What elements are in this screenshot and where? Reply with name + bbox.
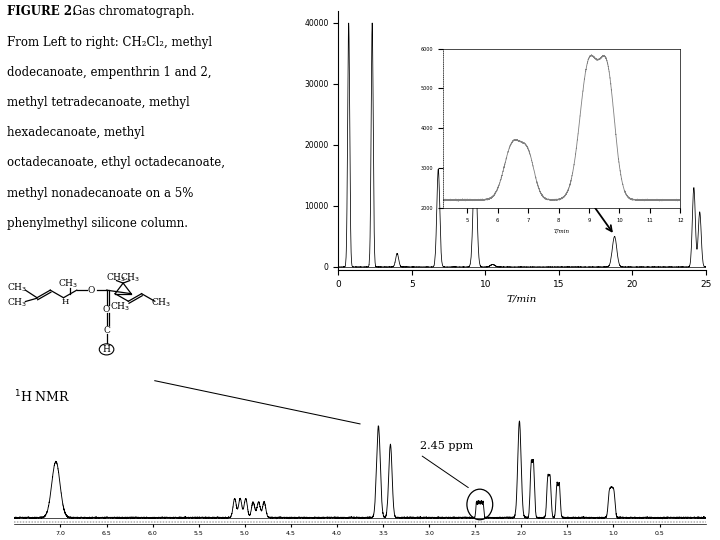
Text: CH$_3$: CH$_3$	[151, 296, 171, 309]
Text: CH$_3$: CH$_3$	[120, 271, 140, 284]
Text: CH$_3$: CH$_3$	[107, 271, 127, 284]
Text: C: C	[103, 326, 110, 335]
Text: O: O	[103, 305, 110, 314]
Text: $^{1}$H NMR: $^{1}$H NMR	[14, 389, 71, 405]
Text: CH$_3$: CH$_3$	[110, 300, 130, 313]
Text: methyl nonadecanoate on a 5%: methyl nonadecanoate on a 5%	[7, 186, 194, 199]
Text: hexadecanoate, methyl: hexadecanoate, methyl	[7, 126, 145, 139]
Text: CH$_3$: CH$_3$	[7, 296, 27, 309]
Text: dodecanoate, empenthrin 1 and 2,: dodecanoate, empenthrin 1 and 2,	[7, 66, 212, 79]
Text: 2.45 ppm: 2.45 ppm	[420, 442, 473, 451]
Text: phenylmethyl silicone column.: phenylmethyl silicone column.	[7, 217, 188, 230]
Text: CH$_3$: CH$_3$	[58, 278, 78, 290]
Text: From Left to right: CH₂Cl₂, methyl: From Left to right: CH₂Cl₂, methyl	[7, 36, 212, 49]
Text: O: O	[88, 286, 95, 295]
Text: Gas chromatograph.: Gas chromatograph.	[69, 5, 194, 18]
Text: CH$_3$: CH$_3$	[7, 281, 27, 294]
Text: FIGURE 2.: FIGURE 2.	[7, 5, 76, 18]
Text: H: H	[61, 298, 69, 306]
Text: methyl tetradecanoate, methyl: methyl tetradecanoate, methyl	[7, 96, 190, 109]
X-axis label: T/min: T/min	[554, 228, 570, 233]
Text: H: H	[103, 345, 110, 354]
Text: octadecanoate, ethyl octadecanoate,: octadecanoate, ethyl octadecanoate,	[7, 157, 225, 170]
X-axis label: T/min: T/min	[507, 294, 537, 303]
